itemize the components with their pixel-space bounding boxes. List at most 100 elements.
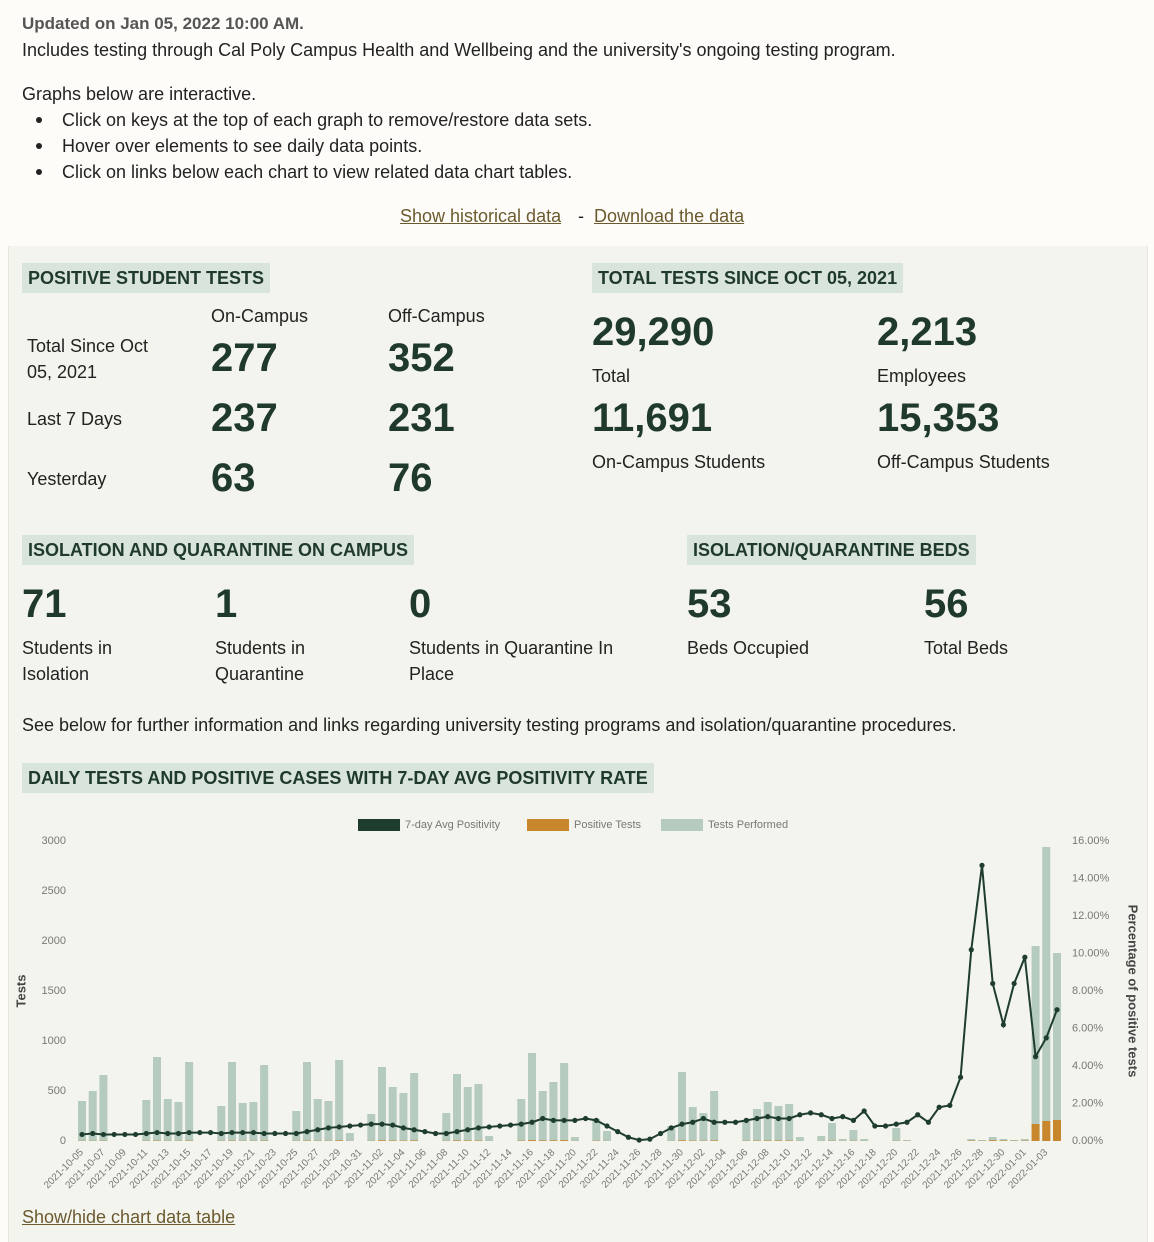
line-point: [765, 1114, 771, 1120]
bar: [528, 1140, 536, 1141]
bar: [678, 1072, 686, 1141]
line-point: [357, 1122, 364, 1128]
legend-swatch[interactable]: [358, 819, 400, 831]
bar: [453, 1074, 461, 1141]
stat-value: 71: [22, 582, 67, 626]
line-point: [1000, 1022, 1007, 1028]
line-point: [572, 1117, 578, 1123]
line-point: [304, 1129, 310, 1135]
link[interactable]: Show historical data: [400, 206, 562, 226]
bar: [710, 1140, 719, 1141]
bar: [388, 1087, 397, 1141]
section-title: ISOLATION AND QUARANTINE ON CAMPUS: [22, 535, 414, 565]
y2-tick-label: 16.00%: [1072, 835, 1110, 847]
stat-label: Total Beds: [924, 638, 1009, 658]
stat-label: On-Campus Students: [592, 452, 766, 472]
line-point: [882, 1123, 889, 1129]
line-point: [90, 1130, 96, 1137]
bar: [538, 1140, 547, 1141]
y-tick-label: 2000: [42, 935, 66, 947]
bar: [1020, 1139, 1029, 1141]
column-header: On-Campus: [211, 306, 309, 326]
stat-value: 237: [211, 396, 278, 440]
bar: [570, 1137, 579, 1141]
line-point: [390, 1122, 396, 1128]
line-point: [990, 980, 996, 987]
bar: [378, 1140, 386, 1141]
stat-value: 63: [211, 456, 256, 500]
bar: [303, 1062, 311, 1141]
y-tick-label: 500: [48, 1085, 66, 1097]
bar: [345, 1133, 354, 1141]
bar: [335, 1060, 344, 1141]
line-point: [904, 1119, 910, 1125]
line-point: [657, 1130, 664, 1137]
section-title: TOTAL TESTS SINCE OCT 05, 2021: [592, 263, 904, 293]
updated: Updated on Jan 05, 2022 10:00 AM.: [22, 14, 304, 33]
link[interactable]: Show/hide chart data table: [22, 1207, 236, 1227]
line-point: [582, 1115, 589, 1122]
line-point: [250, 1129, 257, 1136]
column-header: Off-Campus: [388, 306, 485, 326]
stat-value: 2,213: [877, 310, 978, 354]
panel: [8, 246, 1148, 1242]
line-point: [968, 947, 974, 953]
bar: [603, 1131, 611, 1141]
separator: -: [578, 206, 584, 226]
legend-label[interactable]: Positive Tests: [574, 819, 642, 831]
legend-label[interactable]: Tests Performed: [708, 819, 788, 831]
legend-swatch[interactable]: [527, 819, 569, 831]
y-axis-title: Tests: [13, 975, 28, 1008]
bar: [517, 1099, 526, 1141]
line-point: [165, 1130, 171, 1137]
line-point: [893, 1121, 899, 1127]
bar: [1042, 1121, 1051, 1141]
bar: [1010, 1140, 1019, 1141]
line-point: [379, 1121, 385, 1127]
bar: [228, 1062, 236, 1141]
line-point: [615, 1129, 621, 1135]
y2-tick-label: 12.00%: [1072, 910, 1110, 922]
line-point: [422, 1129, 428, 1135]
y2-tick-label: 0.00%: [1072, 1135, 1103, 1147]
line-point: [132, 1131, 139, 1138]
bar: [1031, 946, 1040, 1141]
y-tick-label: 3000: [42, 835, 66, 847]
bar: [860, 1139, 869, 1141]
bullet: Click on links below each chart to view …: [62, 162, 573, 182]
row-label: Last 7 Days: [27, 409, 123, 429]
y2-tick-label: 2.00%: [1072, 1097, 1103, 1109]
y-tick-label: 2500: [42, 885, 66, 897]
line-point: [325, 1125, 332, 1131]
bar: [410, 1140, 419, 1141]
stat-value: 56: [924, 582, 969, 626]
bar: [463, 1087, 472, 1141]
bar: [763, 1102, 772, 1141]
row-label: Total Since Oct 05, 2021: [27, 336, 149, 382]
line-point: [797, 1112, 803, 1118]
stat-label: Students in Isolation: [22, 638, 113, 684]
chart: 0 500 1000 1500 2000 2500 3000 0.00% 2.00% 4.00% 6…: [13, 819, 1140, 1191]
bar: [324, 1101, 333, 1141]
bullet: Hover over elements to see daily data po…: [62, 136, 423, 156]
bar: [549, 1140, 558, 1141]
bar: [838, 1139, 847, 1141]
line-point: [282, 1130, 289, 1137]
legend-swatch[interactable]: [661, 819, 703, 831]
line-point: [807, 1110, 814, 1116]
link[interactable]: Download the data: [594, 206, 745, 226]
bar: [549, 1082, 558, 1141]
line-point: [754, 1115, 760, 1122]
bullet-dot: [36, 143, 42, 149]
legend-label[interactable]: 7-day Avg Positivity: [405, 819, 501, 831]
bar: [1042, 847, 1051, 1141]
y2-tick-label: 10.00%: [1072, 947, 1110, 959]
note: See below for further information and li…: [22, 715, 957, 735]
bar: [1053, 953, 1061, 1141]
line-point: [197, 1129, 203, 1136]
bar: [560, 1063, 569, 1141]
line-point: [732, 1119, 739, 1125]
stat-value: 352: [388, 336, 455, 380]
line-point: [218, 1130, 224, 1137]
bar: [849, 1130, 858, 1141]
